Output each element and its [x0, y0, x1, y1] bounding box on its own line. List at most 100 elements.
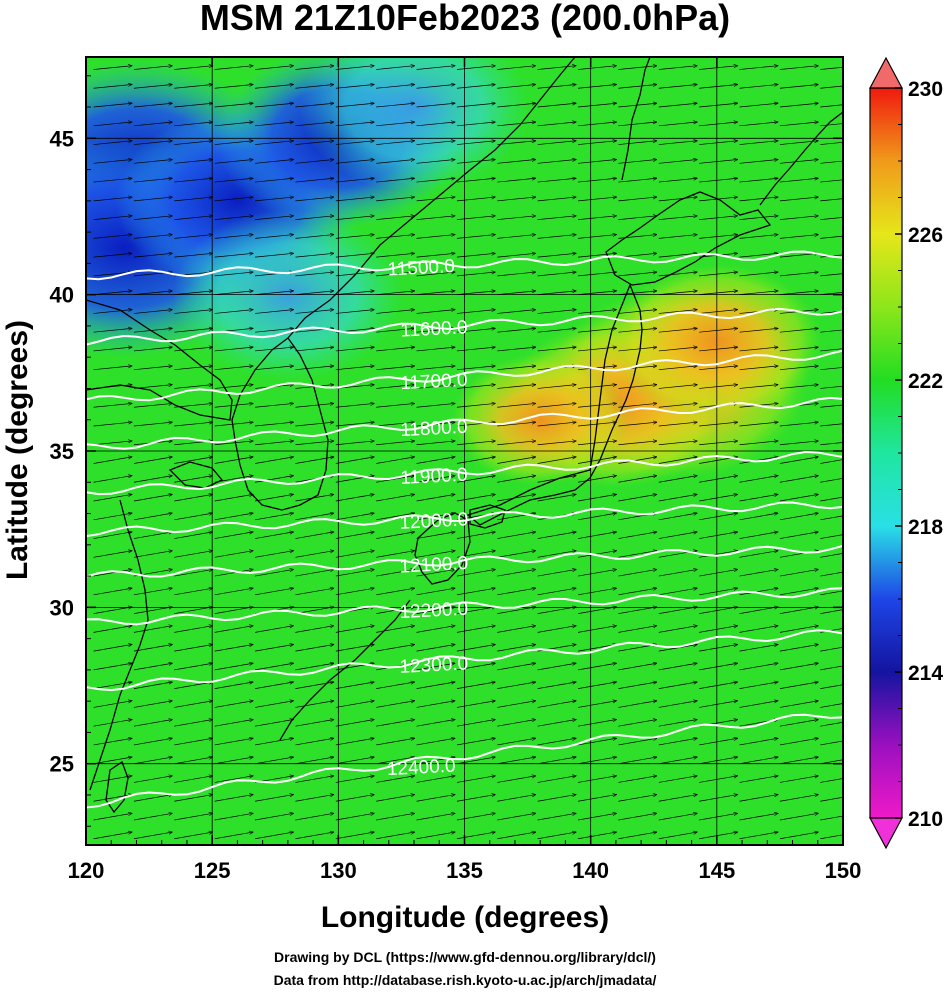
wind-vector [133, 795, 172, 802]
colorbar-min-arrow [869, 817, 903, 850]
wind-vector [255, 366, 293, 371]
wind-vector [93, 216, 132, 220]
wind-vector [174, 422, 212, 427]
wind-vector [416, 122, 455, 127]
wind-vector [820, 778, 843, 783]
wind-vector [739, 216, 778, 220]
wind-vector [537, 701, 576, 708]
coastline-manchuria-russia [287, 57, 576, 339]
wind-vector [416, 644, 455, 652]
wind-vector [779, 253, 818, 258]
wind-vector [456, 532, 495, 539]
wind-vector [779, 216, 818, 220]
wind-vector [133, 607, 172, 614]
wind-vector [739, 513, 778, 521]
wind-vector [739, 103, 778, 108]
wind-vector [618, 347, 656, 352]
wind-vector [376, 310, 414, 314]
wind-vector [335, 457, 374, 464]
wind-vector [537, 626, 576, 633]
wind-vector [133, 776, 172, 783]
contour-label: 11600.0 [400, 317, 468, 341]
wind-vector [577, 795, 616, 802]
wind-vector [779, 84, 818, 89]
wind-vector [174, 494, 212, 502]
wind-vector [255, 494, 293, 502]
wind-vector [376, 513, 414, 521]
field-feature [299, 57, 529, 193]
wind-vector [658, 328, 697, 333]
wind-vector [214, 160, 253, 164]
wind-vector [578, 272, 616, 277]
wind-vector [335, 103, 374, 108]
wind-vector [820, 85, 843, 89]
wind-vector [335, 813, 374, 821]
wind-vector [779, 607, 818, 614]
wind-vector [416, 720, 455, 727]
wind-vector [295, 701, 333, 708]
wind-vector [537, 385, 576, 389]
wind-vector [295, 776, 333, 783]
wind-vector [93, 494, 132, 502]
wind-vector [416, 178, 455, 183]
wind-vector [699, 532, 737, 539]
wind-vector [376, 328, 414, 333]
chart-title: MSM 21Z10Feb2023 (200.0hPa) [200, 0, 730, 38]
wind-vector [618, 66, 656, 70]
wind-vector [214, 551, 253, 558]
colorbar-tick-label: 214 [908, 662, 943, 685]
wind-vector [214, 422, 253, 427]
wind-vector [739, 569, 778, 577]
wind-vector [739, 328, 778, 333]
wind-vector [93, 720, 132, 727]
wind-vector [456, 776, 495, 783]
wind-vector [376, 569, 414, 577]
wind-vector [577, 513, 616, 521]
wind-vector [295, 832, 333, 840]
wind-vector [618, 310, 656, 314]
wind-vector [779, 422, 818, 427]
wind-vector [255, 422, 293, 427]
wind-vector [497, 178, 535, 183]
wind-vector [618, 682, 656, 689]
wind-vector [618, 84, 656, 89]
wind-vector [699, 103, 737, 108]
wind-vector [779, 235, 818, 239]
wind-vector [456, 103, 495, 108]
wind-vector [295, 813, 333, 821]
wind-vector [578, 160, 616, 164]
wind-vector [739, 494, 778, 502]
wind-vector [295, 607, 333, 614]
wind-vector [335, 644, 374, 652]
wind-vector [255, 253, 293, 258]
wind-vector [779, 272, 818, 277]
x-axis: 120 125 130 135 140 145 150 [68, 57, 861, 883]
wind-vector [174, 310, 212, 314]
wind-vector [133, 626, 172, 633]
wind-vector [456, 832, 495, 840]
wind-vector [214, 626, 253, 633]
wind-vector [658, 366, 697, 371]
wind-vector [739, 607, 778, 614]
wind-vector [255, 84, 293, 89]
wind-vector [93, 476, 132, 483]
wind-vector [456, 235, 495, 239]
wind-vector [174, 644, 212, 652]
wind-vector [699, 310, 737, 314]
wind-vector [174, 513, 212, 521]
wind-vector [779, 626, 818, 633]
wind-vector [658, 272, 697, 277]
wind-vector [497, 738, 535, 746]
wind-vector [497, 682, 535, 689]
wind-vector [214, 403, 253, 408]
wind-vector [739, 272, 778, 277]
wind-vector [93, 626, 132, 633]
wind-vector [537, 103, 576, 108]
wind-vector [699, 551, 737, 558]
wind-vector [618, 385, 656, 389]
wind-vector [255, 701, 293, 708]
wind-vector [416, 626, 455, 633]
wind-vector [820, 141, 843, 145]
wind-vector [497, 235, 535, 239]
wind-vector [376, 476, 414, 483]
